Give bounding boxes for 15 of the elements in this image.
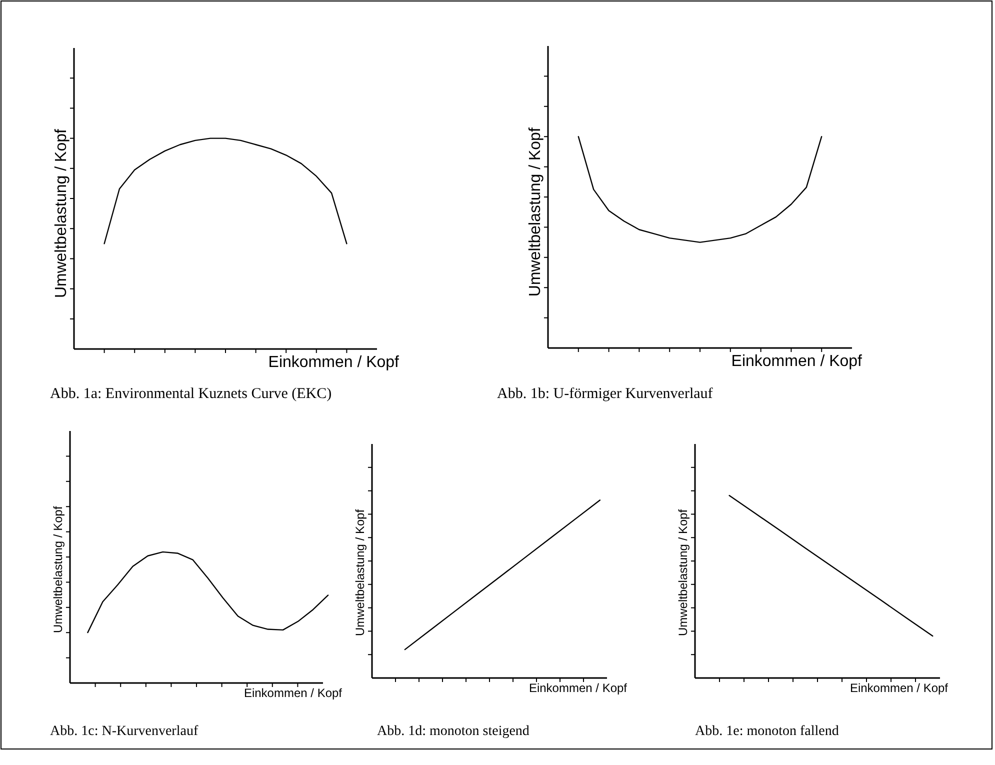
y-axis-title: Umweltbelastung / Kopf: [676, 508, 690, 636]
caption: Abb. 1a: Environmental Kuznets Curve (EKC): [50, 386, 332, 402]
x-axis-title: Einkommen / Kopf: [268, 354, 400, 371]
y-axis-title: Umweltbelastung / Kopf: [51, 506, 65, 633]
x-axis-title: Einkommen / Kopf: [850, 681, 949, 695]
y-axis-title: Umweltbelastung / Kopf: [527, 127, 544, 297]
y-axis-title: Umweltbelastung / Kopf: [53, 128, 70, 298]
y-axis-title: Umweltbelastung / Kopf: [353, 508, 367, 636]
caption: Abb. 1e: monoton fallend: [695, 724, 839, 739]
caption: Abb. 1d: monoton steigend: [377, 724, 530, 739]
x-axis-title: Einkommen / Kopf: [244, 686, 343, 700]
x-axis-title: Einkommen / Kopf: [528, 681, 628, 695]
caption: Abb. 1c: N-Kurvenverlauf: [50, 724, 198, 739]
caption: Abb. 1b: U-förmiger Kurvenverlauf: [497, 386, 713, 402]
x-axis-title: Einkommen / Kopf: [731, 353, 863, 370]
